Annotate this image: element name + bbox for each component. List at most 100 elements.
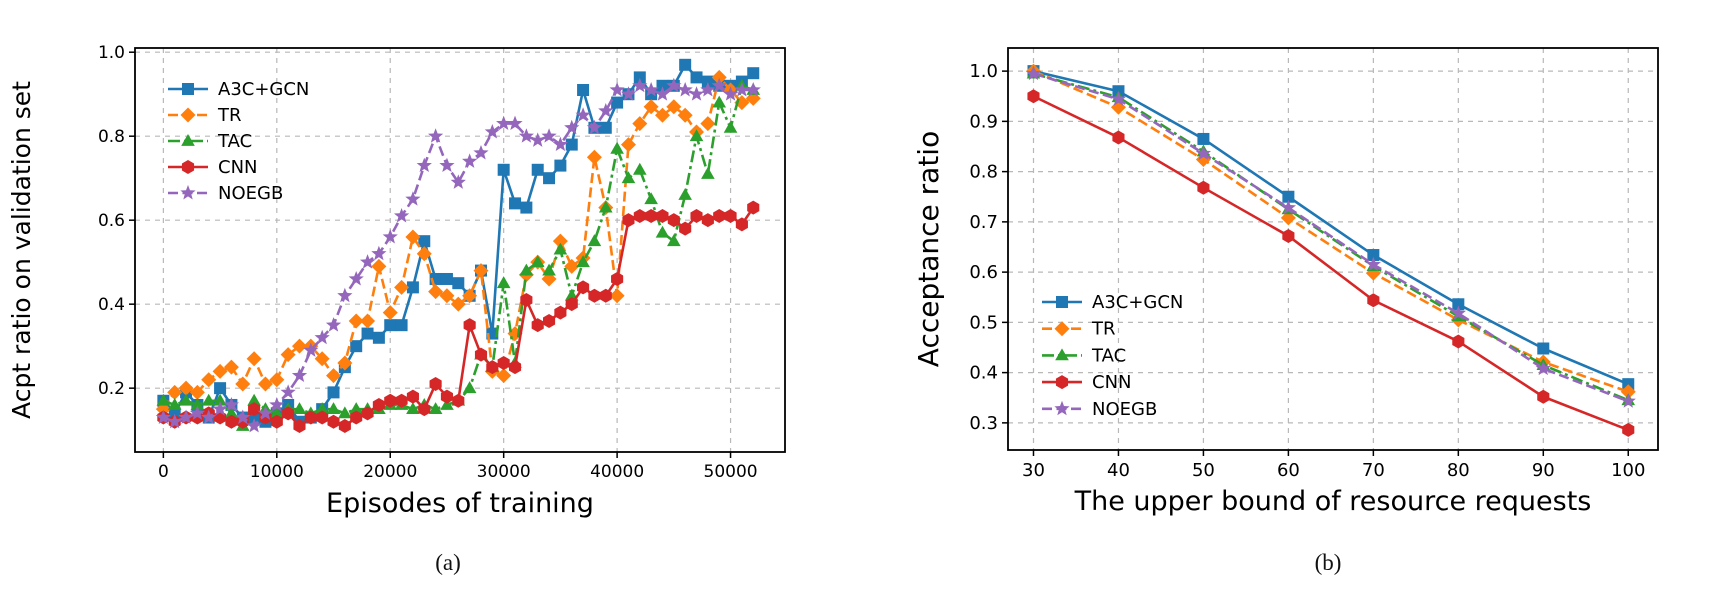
square-marker [497,163,510,176]
star-marker [1620,393,1636,408]
star-marker [291,367,308,383]
series-NOEGB-markers [1025,65,1636,408]
triangle-marker [349,402,363,415]
hexagon-marker [1367,293,1380,308]
hexagon-marker [747,200,760,215]
diamond-marker [450,296,466,312]
triangle-marker [462,381,477,394]
diamond-marker [496,368,512,384]
series-NOEGB-markers [155,77,761,433]
square-marker [679,58,692,71]
diamond-marker [405,229,421,245]
diamond-marker [700,116,716,132]
y-tick-label: 0.7 [969,212,998,233]
triangle-marker [167,397,182,410]
x-tick-label: 30000 [477,462,531,482]
series-A3C+GCN-line [1033,69,1629,386]
hexagon-marker [1282,228,1295,243]
star-marker [473,144,489,160]
legend-label: TAC [217,131,252,152]
y-tick-label: 0.2 [98,379,125,399]
square-marker [1197,132,1210,145]
square-marker [747,67,760,80]
hexagon-marker [622,213,635,228]
hexagon-marker [384,393,397,408]
legend-item-CNN: CNN [168,157,258,178]
diamond-marker [609,288,625,304]
star-marker [609,82,625,97]
chart-b-acceptance-ratio: 30 40 50 60 70 80 90 100 0.3 0.4 0.5 0.6 0.7 0.8 0.9 1.… [912,47,1659,517]
triangle-marker [655,225,670,238]
y-tick-label: 0.9 [969,111,998,132]
square-marker [701,75,714,88]
star-marker [337,287,353,303]
diamond-marker [677,107,693,123]
triangle-marker [678,187,692,200]
y-tick-label: 0.6 [98,211,125,231]
hexagon-marker [293,418,306,433]
star-marker [711,77,727,93]
legend-item-A3C+GCN: A3C+GCN [168,79,309,100]
hexagon-marker [565,297,578,312]
square-marker [1452,298,1465,311]
square-marker [656,79,669,92]
star-marker [507,115,523,131]
diamond-marker [564,258,580,274]
hexagon-marker [214,410,227,425]
hexagon-marker [304,410,317,425]
hexagon-marker [440,389,454,404]
hexagon-marker [474,347,488,362]
square-marker [440,272,453,285]
plot-frame [134,47,786,453]
triangle-marker [190,397,205,410]
diamond-marker [337,355,353,371]
star-marker [223,396,240,412]
star-marker [643,82,659,97]
square-marker [554,159,567,172]
star-marker [1450,305,1466,320]
star-marker [189,405,205,420]
star-marker [428,128,444,143]
square-marker [350,340,363,353]
star-marker [575,107,591,122]
x-tick-label: 30 [1022,460,1045,481]
star-marker [155,409,171,425]
triangle-marker [270,406,284,419]
hexagon-marker [282,406,295,421]
diamond-marker [246,351,262,367]
hexagon-marker [338,418,351,433]
square-marker [1367,249,1380,262]
star-marker [1025,65,1042,81]
hexagon-marker [531,318,544,333]
diamond-marker [201,372,217,388]
star-marker [1195,145,1212,160]
star-marker [201,409,217,425]
hexagon-marker [1452,334,1465,349]
star-marker [462,153,478,168]
star-marker [439,157,455,173]
series-CNN-markers [1027,89,1635,437]
hexagon-marker [633,208,646,223]
triangle-marker [156,393,171,406]
triangle-marker [689,129,704,142]
diamond-marker [326,368,342,384]
diamond-marker [257,376,273,392]
hexagon-marker [497,355,510,370]
plot-frame [1007,47,1659,451]
hexagon-marker [520,292,533,307]
diamond-marker [439,288,455,304]
triangle-marker [201,393,216,406]
star-marker [450,174,466,189]
diamond-marker [552,233,568,249]
diamond-marker [462,288,478,304]
square-marker [406,281,419,294]
hexagon-marker [486,360,499,375]
triangle-marker [519,263,534,276]
triangle-marker [406,402,420,415]
hexagon-marker [248,402,261,417]
star-marker [1280,199,1296,215]
legend-hexagon-marker [181,160,195,174]
hexagon-marker [452,393,465,408]
x-tick-label: 70 [1362,460,1385,481]
